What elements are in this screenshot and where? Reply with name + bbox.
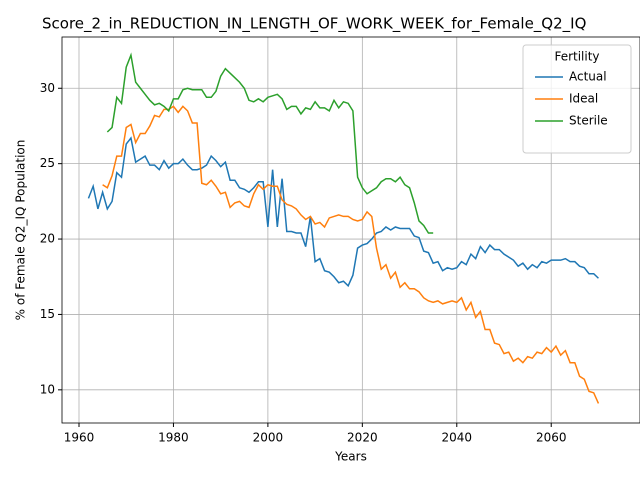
y-tick-label: 15 (40, 307, 55, 321)
legend-label: Sterile (569, 114, 608, 128)
legend-box (522, 44, 632, 154)
y-tick-label: 10 (40, 382, 55, 396)
line-series (87, 136, 599, 288)
x-tick-label: 2000 (253, 431, 284, 445)
chart-title: Score_2_in_REDUCTION_IN_LENGTH_OF_WORK_W… (42, 15, 586, 34)
x-tick-label: 1980 (158, 431, 189, 445)
legend-title: Fertility (554, 50, 599, 64)
y-tick-label: 20 (40, 232, 55, 246)
x-tick-label: 1960 (64, 431, 95, 445)
y-axis-label: % of Female Q2_IQ Population (14, 140, 28, 321)
y-tick-label: 25 (40, 156, 55, 170)
x-tick-label: 2060 (536, 431, 567, 445)
x-tick-label: 2020 (347, 431, 378, 445)
x-axis-label: Years (334, 450, 367, 464)
line-series (102, 105, 600, 404)
legend-label: Ideal (569, 92, 598, 106)
line-series (106, 52, 434, 234)
x-tick-label: 2040 (442, 431, 473, 445)
plot-frame (61, 36, 640, 424)
legend-label: Actual (569, 70, 607, 84)
y-tick-label: 30 (40, 81, 55, 95)
